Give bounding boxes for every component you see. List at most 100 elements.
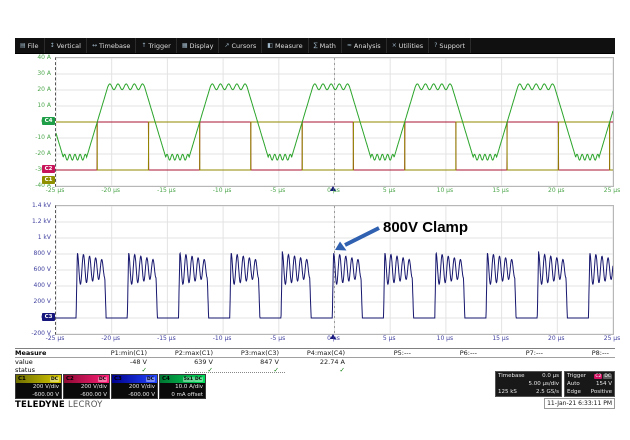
x-axis-tick: -5 µs [270, 187, 286, 194]
channel-descriptor-c4[interactable]: C4 5x1 DC 10.0 A/div 0 mA offset [159, 374, 206, 399]
brand-teledyne: TELEDYNE [15, 400, 65, 410]
menu-display[interactable]: ▦ Display [177, 38, 220, 53]
x-axis-tick: -20 µs [101, 187, 121, 194]
trigger-icon: ↑ [141, 42, 147, 49]
y-axis-tick: 1.2 kV [31, 217, 51, 225]
cursors-icon: ↗ [224, 42, 230, 49]
trigger-time-marker [330, 186, 336, 191]
menu-label: File [27, 41, 39, 50]
scale-readout: 200 V/div [32, 384, 59, 390]
x-axis-tick: -10 µs [212, 187, 232, 194]
measure-param-name-p7[interactable]: P7:--- [525, 349, 543, 357]
y-axis-tick: -40 A [35, 181, 51, 189]
waveform-C1[interactable] [56, 121, 613, 171]
y-axis-tick: -20 A [35, 149, 51, 157]
y-axis-tick: 600 V [33, 265, 51, 273]
timebase-samples: 125 kS [498, 389, 517, 395]
menu-trigger[interactable]: ↑ Trigger [136, 38, 177, 53]
channel-label: C2 [66, 376, 74, 382]
x-axis-tick: 0 µs [327, 335, 340, 342]
menu-vertical[interactable]: ↕ Vertical [45, 38, 87, 53]
x-axis-tick: -25 µs [45, 187, 65, 194]
trigger-descriptor[interactable]: Trigger C2 DC Auto 154 V Edge Positive [564, 371, 615, 397]
measure-row-value: value [15, 358, 33, 366]
menu-label: Support [439, 41, 466, 50]
y-axis-tick: 1 kV [37, 233, 51, 241]
x-axis-tick: -10 µs [212, 335, 232, 342]
x-axis-tick: -5 µs [270, 335, 286, 342]
y-axis-tick: 20 A [37, 85, 51, 93]
menu-label: Measure [274, 41, 303, 50]
menu-utilities[interactable]: × Utilities [387, 38, 430, 53]
menu-support[interactable]: ? Support [429, 38, 472, 53]
measure-value-p4: 22.74 A [319, 358, 345, 366]
channel-label: C3 [114, 376, 122, 382]
timebase-title: Timebase [498, 373, 525, 379]
x-axis-tick: 15 µs [492, 335, 509, 342]
channel-marker-c1[interactable]: C1 [42, 176, 55, 185]
timebase-rate: 2.5 GS/s [536, 389, 559, 395]
current-waveform-grid[interactable] [55, 57, 614, 187]
x-axis-tick: 5 µs [382, 335, 396, 342]
y-axis-tick: -200 V [31, 329, 51, 337]
menu-cursors[interactable]: ↗ Cursors [219, 38, 263, 53]
trigger-source-badge: C2 [594, 374, 603, 379]
menu-label: Vertical [56, 41, 81, 50]
channel-descriptor-c2[interactable]: C2 DC 200 V/div -600.00 V [63, 374, 110, 399]
measure-value-p3: 847 V [260, 358, 279, 366]
file-icon: ▤ [20, 42, 26, 49]
coupling-badges: DC [97, 376, 107, 382]
trigger-slope: Positive [590, 389, 612, 395]
x-axis-tick: 15 µs [492, 187, 509, 194]
menu-file[interactable]: ▤ File [15, 38, 45, 53]
scale-readout: 200 V/div [128, 384, 155, 390]
display-icon: ▦ [181, 42, 188, 49]
measure-title: Measure [15, 349, 47, 357]
menu-label: Analysis [353, 41, 381, 50]
measure-status-p3: ✓ [273, 366, 279, 374]
menu-timebase[interactable]: ↔ Timebase [87, 38, 137, 53]
offset-readout: -600.00 V [128, 392, 155, 398]
measure-param-name-p1[interactable]: P1:min(C1) [110, 349, 147, 357]
measure-status-p2: ✓ [207, 366, 213, 374]
menu-analysis[interactable]: ≈ Analysis [342, 38, 387, 53]
measure-table: Measure P1:min(C1) P2:max(C1) P3:max(C3) P4:… [15, 348, 615, 374]
measure-param-name-p6[interactable]: P6:--- [459, 349, 477, 357]
measure-icon: ◧ [267, 42, 273, 49]
measure-param-name-p4[interactable]: P4:max(C4) [306, 349, 345, 357]
coupling-badges: DC [49, 376, 59, 382]
timebase-icon: ↔ [91, 42, 97, 49]
waveform-C3[interactable] [56, 251, 613, 319]
channel-marker-c3[interactable]: C3 [42, 313, 55, 321]
channel-descriptor-c1[interactable]: C1 DC 200 V/div -600.00 V [15, 374, 62, 399]
oscilloscope-screen: ▤ File ↕ Vertical ↔ Timebase ↑ Trigger ▦ Display ↗… [15, 38, 620, 410]
timebase-scale: 5.00 µs/div [528, 381, 560, 387]
timebase-descriptor[interactable]: Timebase 0.0 µs 5.00 µs/div 125 kS 2.5 GS/… [495, 371, 562, 397]
channel-marker-c4[interactable]: C4 [42, 117, 55, 125]
measure-selection-dots [185, 362, 285, 373]
trigger-time-marker [330, 334, 336, 339]
channel-descriptor-c3[interactable]: C3 DC 200 V/div -600.00 V [111, 374, 158, 399]
brand-lecroy: LECROY [67, 400, 103, 410]
waveform-C4[interactable] [56, 83, 613, 161]
brand-logo: TELEDYNE LECROY [15, 400, 103, 410]
y-axis-tick: 40 A [37, 53, 51, 61]
measure-param-name-p5[interactable]: P5:--- [393, 349, 411, 357]
scale-readout: 200 V/div [80, 384, 107, 390]
timebase-offset: 0.0 µs [542, 373, 559, 379]
measure-param-name-p2[interactable]: P2:max(C1) [174, 349, 213, 357]
measure-status-p4: ✓ [339, 366, 345, 374]
channel-marker-c2[interactable]: C2 [42, 165, 55, 173]
offset-readout: -600.00 V [32, 392, 59, 398]
y-axis-tick: 200 V [33, 297, 51, 305]
measure-param-name-p3[interactable]: P3:max(C3) [240, 349, 279, 357]
y-axis-tick: 400 V [33, 281, 51, 289]
offset-readout: 0 mA offset [171, 392, 203, 398]
menu-measure[interactable]: ◧ Measure [262, 38, 309, 53]
x-axis-tick: 10 µs [436, 335, 454, 342]
x-axis-tick: -20 µs [101, 335, 121, 342]
measure-param-name-p8[interactable]: P8:--- [591, 349, 609, 357]
menu-math[interactable]: ∑ Math [309, 38, 342, 53]
voltage-waveform-grid[interactable] [55, 205, 614, 335]
x-axis-tick: 20 µs [548, 187, 565, 194]
